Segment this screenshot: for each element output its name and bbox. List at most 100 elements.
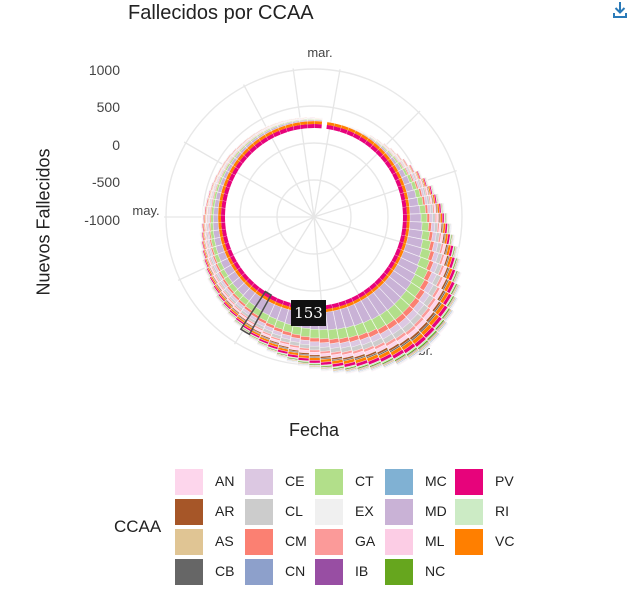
bar-segment-VC: [267, 298, 276, 305]
bar-segment-PV: [370, 144, 379, 153]
bar-segment-EX: [220, 160, 225, 168]
legend-label: CB: [215, 563, 235, 579]
legend-swatch: [315, 469, 343, 495]
bar-segment-PV: [333, 126, 341, 132]
legend-swatch: [245, 469, 273, 495]
bar-segment-VC: [239, 275, 247, 283]
bar-segment-VC: [405, 199, 410, 207]
bar-segment-CT: [334, 122, 342, 126]
bar-segment-VC: [326, 121, 335, 127]
bar-segment-MD: [212, 222, 220, 231]
bar-segment-ML: [220, 305, 228, 313]
bar-segment-VC: [395, 171, 402, 179]
legend-label: GA: [355, 533, 376, 549]
bar-segment-ML: [358, 369, 371, 374]
bar-segment-VC: [309, 357, 321, 361]
bar-segment-PV: [392, 172, 399, 181]
legend-label: RI: [495, 503, 509, 519]
bar-segment-EX: [230, 147, 236, 155]
bar-segment-MD: [213, 207, 219, 215]
legend-swatch: [455, 499, 483, 525]
bar-segment-ML: [455, 246, 460, 258]
bar-segment-VC: [244, 281, 252, 289]
y-tick-label: 500: [96, 99, 120, 115]
bar-segment-VC: [395, 256, 401, 265]
legend-label: EX: [355, 503, 374, 519]
bar-segment-PV: [233, 261, 241, 270]
bar-segment-ML: [453, 234, 456, 246]
bar-segment-PV: [239, 155, 248, 164]
bar-segment-EX: [247, 132, 255, 138]
legend-label: AR: [215, 503, 235, 519]
bar-segment-AN: [436, 213, 439, 223]
bar-segment-ML: [433, 184, 436, 195]
bar-segment-ML: [286, 361, 298, 364]
bar-segment-PV: [260, 137, 269, 145]
bar-segment-ML: [345, 370, 358, 375]
bar-segment-VC: [218, 229, 224, 238]
bar-segment-ML: [232, 321, 242, 329]
bar-segment-ML: [201, 260, 206, 270]
bar-segment-VC: [299, 121, 308, 125]
bar-segment-PV: [221, 200, 227, 209]
bar-segment-PV: [351, 294, 360, 302]
legend-swatch: [315, 529, 343, 555]
grid-spoke: [313, 110, 421, 218]
bar-segment-CM: [426, 213, 430, 223]
bar-segment-PV: [246, 278, 255, 286]
bar-segment-PV: [228, 173, 236, 182]
bar-segment-MD: [409, 221, 423, 231]
bar-segment-ML: [210, 287, 217, 296]
bar-segment-PV: [363, 287, 372, 295]
legend-title: CCAA: [114, 517, 162, 536]
bar-segment-ML: [209, 181, 212, 190]
bar-segment-PV: [395, 179, 402, 187]
legend-swatch: [245, 559, 273, 585]
grid-spoke: [292, 68, 315, 218]
bar-segment-VC: [406, 206, 410, 214]
bar-segment-ML: [199, 232, 202, 242]
bar-segment-CL: [327, 121, 335, 123]
bar-segment-ML: [247, 337, 258, 343]
bar-segment-VC: [398, 177, 405, 186]
bar-segment-VC: [230, 263, 238, 272]
x-axis-label: Fecha: [288, 420, 340, 440]
bar-segment-PV: [375, 149, 384, 158]
bar-segment-PV: [279, 128, 288, 135]
bar-segment-VC: [382, 274, 390, 283]
bar-segment-PV: [346, 130, 355, 137]
bar-segment-VC: [224, 250, 231, 259]
bar-segment-VC: [278, 125, 287, 131]
bar-segment-VC: [218, 207, 222, 215]
bar-segment-VC: [406, 214, 411, 222]
grid-spoke: [313, 69, 341, 218]
bar-segment-VC: [218, 222, 222, 230]
bar-segment-PV: [235, 161, 243, 170]
bar-segment-VC: [378, 147, 386, 155]
bar-segment-VC: [406, 221, 410, 229]
download-icon[interactable]: [610, 0, 630, 20]
bar-segment-CE: [299, 339, 310, 345]
bar-segment-PV: [357, 291, 366, 299]
bar-segment-PV: [266, 133, 275, 141]
legend-label: ML: [425, 533, 445, 549]
bar-segment-VC: [271, 127, 280, 134]
bar-segment-VC: [264, 131, 273, 138]
bar-segment-VC: [392, 164, 399, 173]
bar-segment-ML: [200, 250, 204, 260]
bar-segment-VC: [347, 127, 356, 134]
bar-segment-ML: [203, 269, 209, 279]
bar-segment-VC: [242, 148, 250, 156]
bar-segment-PV: [222, 193, 228, 202]
bar-segment-VC: [401, 184, 407, 193]
bar-segment-CT: [419, 204, 426, 214]
bar-segment-PV: [380, 154, 388, 163]
bar-segment-CT: [318, 329, 329, 340]
legend-label: CL: [285, 503, 303, 519]
grid-spoke: [243, 84, 315, 218]
bar-segment-ML: [455, 285, 462, 298]
bar-segment-ML: [320, 370, 333, 372]
bar-segment-PV: [387, 260, 395, 269]
y-tick-label: 1000: [88, 62, 120, 78]
bar-segment-ML: [431, 334, 442, 345]
